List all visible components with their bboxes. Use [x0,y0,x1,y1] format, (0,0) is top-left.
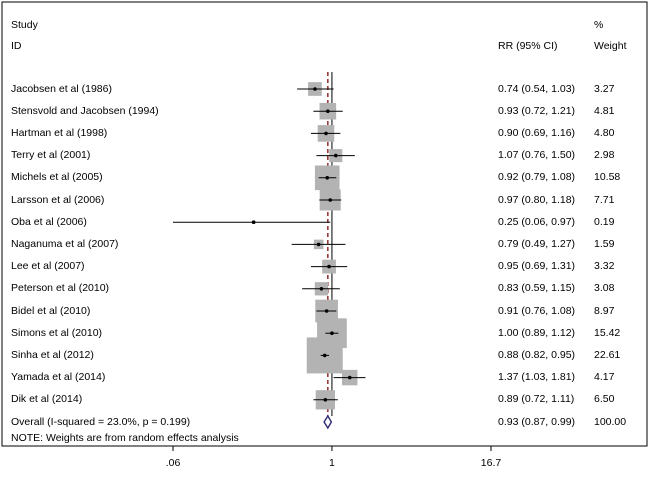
point-estimate [251,220,256,224]
rr-ci-value: 0.93 (0.72, 1.21) [498,104,576,117]
rr-ci-value: 0.90 (0.69, 1.16) [498,126,576,139]
study-label: Oba et al (2006) [11,215,87,228]
x-tick-label: 1 [329,457,335,469]
point-estimate [322,353,327,358]
overall-label: Overall (I-squared = 23.0%, p = 0.199) [11,415,191,428]
weight-value: 6.50 [594,393,615,406]
study-label: Jacobsen et al (1986) [11,82,112,95]
rr-ci-value: 0.95 (0.69, 1.31) [498,260,576,273]
weight-value: 2.98 [594,149,615,162]
rr-ci-value: 1.37 (1.03, 1.81) [498,371,576,384]
point-estimate [327,264,331,269]
header-study-label: Study [11,19,38,31]
point-estimate [330,331,334,336]
study-label: Michels et al (2005) [11,171,103,184]
weights-note: NOTE: Weights are from random effects an… [11,432,239,444]
study-label: Naganuma et al (2007) [11,237,119,250]
point-estimate [326,109,330,113]
study-label: Simons et al (2010) [11,326,103,339]
rr-ci-value: 0.74 (0.54, 1.03) [498,82,576,95]
point-estimate [313,87,317,91]
study-label: Hartman et al (1998) [11,126,108,139]
weight-value: 3.08 [594,282,615,295]
overall-weight-value: 100.00 [594,415,627,428]
point-estimate [319,287,324,291]
weight-value: 22.61 [594,348,621,361]
study-label: Terry et al (2001) [11,149,91,162]
rr-ci-value: 0.83 (0.59, 1.15) [498,282,576,295]
study-label: Bidel et al (2010) [11,304,91,317]
point-estimate [333,153,338,158]
rr-ci-value: 1.00 (0.89, 1.12) [498,326,576,339]
weight-value: 7.71 [594,193,615,206]
weight-value: 10.58 [594,171,621,184]
overall-rr-ci-value: 0.93 (0.87, 0.99) [498,415,576,428]
rr-ci-value: 1.07 (0.76, 1.50) [498,149,576,162]
plot-frame [1,1,648,447]
weight-value: 15.42 [594,326,621,339]
point-estimate [316,242,321,247]
study-label: Yamada et al (2014) [11,371,106,384]
study-label: Larsson et al (2006) [11,193,105,206]
weight-value: 0.19 [594,215,615,228]
weight-value: 4.81 [594,104,615,117]
overall-diamond [323,414,333,430]
rr-ci-value: 0.91 (0.76, 1.08) [498,304,576,317]
point-estimate [324,131,328,136]
point-estimate [325,176,330,180]
rr-ci-value: 0.92 (0.79, 1.08) [498,171,576,184]
weight-value: 1.59 [594,237,615,250]
header-id-label: ID [11,40,22,52]
x-tick-label: 16.7 [481,457,502,469]
study-label: Dik et al (2014) [11,393,83,406]
point-estimate [324,309,329,313]
study-label: Sinha et al (2012) [11,348,94,361]
weight-value: 4.17 [594,371,615,384]
header-weight-label: Weight [594,40,627,52]
x-tick-label: .06 [166,457,181,469]
rr-ci-value: 0.88 (0.82, 0.95) [498,348,576,361]
rr-ci-value: 0.89 (0.72, 1.11) [498,393,575,406]
rr-ci-value: 0.25 (0.06, 0.97) [498,215,576,228]
point-estimate [328,198,333,202]
rr-ci-value: 0.79 (0.49, 1.27) [498,237,576,250]
header-percent-label: % [594,19,604,31]
rr-ci-value: 0.97 (0.80, 1.18) [498,193,576,206]
point-estimate [323,398,328,402]
study-label: Peterson et al (2010) [11,282,110,295]
weight-value: 3.27 [594,82,615,95]
weight-value: 3.32 [594,260,615,273]
study-label: Stensvold and Jacobsen (1994) [11,104,159,117]
point-estimate [347,375,352,380]
weight-value: 8.97 [594,304,615,317]
header-rr-label: RR (95% CI) [498,40,558,52]
study-label: Lee et al (2007) [11,260,85,273]
weight-value: 4.80 [594,126,615,139]
